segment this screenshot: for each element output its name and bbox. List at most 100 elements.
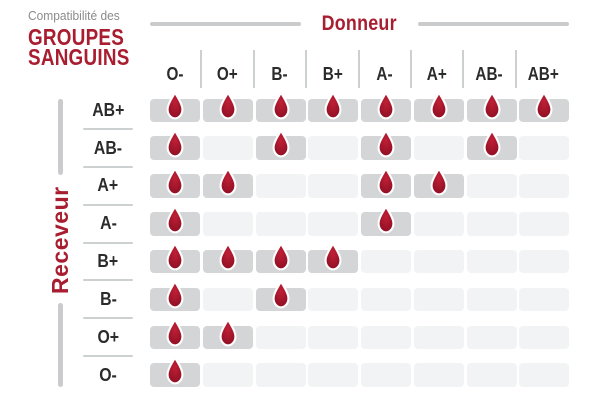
row-header-label: B- xyxy=(99,288,117,309)
matrix-cell-B+-from-A+ xyxy=(413,249,464,274)
matrix-cell-AB--from-B- xyxy=(255,129,306,160)
row-header-bneg: B- xyxy=(83,288,133,319)
matrix-cell-B--from-A+ xyxy=(413,287,464,312)
matrix-cell-O--from-AB- xyxy=(466,363,517,387)
blood-drop-icon xyxy=(324,242,342,271)
row-header-label: A+ xyxy=(97,175,119,196)
blood-drop-icon xyxy=(272,91,289,120)
matrix-cell-O--from-O+ xyxy=(202,363,253,387)
matrix-cell-AB+-from-B- xyxy=(255,91,306,122)
receiver-rule-bottom xyxy=(58,303,63,387)
row-header-oneg: O- xyxy=(83,363,133,387)
receiver-rule-top xyxy=(58,99,63,175)
receiver-row-labels: AB+ AB- A+ A- B+ B- O+ O- xyxy=(83,99,133,387)
matrix-cell-A+-from-AB+ xyxy=(519,174,570,198)
matrix-cell-O+-from-B+ xyxy=(308,325,359,350)
col-header-label: AB+ xyxy=(527,64,559,84)
blood-drop-icon xyxy=(166,91,184,120)
matrix-cell-AB+-from-AB- xyxy=(466,91,517,122)
col-header-label: B- xyxy=(271,64,289,84)
row-header-label: B+ xyxy=(97,251,119,272)
matrix-cell-B--from-B+ xyxy=(308,287,359,312)
blood-drop-icon xyxy=(166,318,184,347)
matrix-cell-B--from-A- xyxy=(361,287,411,312)
matrix-cell-A+-from-A- xyxy=(361,167,411,198)
donor-rule-left xyxy=(150,22,302,26)
matrix-cell-A--from-A- xyxy=(361,204,411,236)
col-header-abneg: AB- xyxy=(464,50,517,88)
matrix-cell-O+-from-O+ xyxy=(202,318,253,350)
chart-title-line1: GROUPES xyxy=(28,24,125,50)
matrix-cell-O--from-B+ xyxy=(308,363,359,387)
matrix-cell-A--from-AB- xyxy=(466,212,517,236)
row-header-bpos: B+ xyxy=(83,250,133,281)
matrix-cell-B--from-B- xyxy=(255,280,306,312)
matrix-cell-AB--from-A- xyxy=(361,129,411,160)
blood-drop-icon xyxy=(377,204,395,233)
matrix-cell-B+-from-B- xyxy=(255,242,306,274)
row-header-label: O+ xyxy=(97,326,119,347)
row-header-opos: O+ xyxy=(83,326,133,357)
row-header-label: O- xyxy=(99,364,117,385)
matrix-cell-O--from-O- xyxy=(150,356,200,387)
blood-drop-icon xyxy=(219,318,237,347)
matrix-cell-O+-from-B- xyxy=(255,325,306,350)
matrix-cell-A+-from-O+ xyxy=(202,167,253,198)
blood-drop-icon xyxy=(535,91,553,120)
blood-drop-icon xyxy=(324,91,342,120)
col-header-apos: A+ xyxy=(412,50,465,88)
matrix-cell-AB+-from-A+ xyxy=(413,91,464,122)
blood-drop-icon xyxy=(483,129,500,158)
receiver-axis-label: Receveur xyxy=(47,186,73,294)
matrix-cell-AB+-from-AB+ xyxy=(519,91,570,122)
matrix-cell-O+-from-AB- xyxy=(466,325,517,350)
matrix-cell-B--from-AB+ xyxy=(519,287,570,312)
row-header-label: AB- xyxy=(93,137,123,158)
blood-drop-icon xyxy=(166,280,184,309)
donor-column-headers: O- O+ B- B+ A- A+ AB- AB+ xyxy=(150,50,569,88)
matrix-cell-AB+-from-A- xyxy=(361,91,411,122)
blood-drop-icon xyxy=(166,242,184,271)
matrix-cell-AB+-from-O+ xyxy=(202,91,253,122)
donor-axis-header: Donneur xyxy=(150,12,569,35)
matrix-cell-O--from-B- xyxy=(255,363,306,387)
matrix-cell-B--from-O+ xyxy=(202,287,253,312)
blood-drop-icon xyxy=(219,242,237,271)
col-header-bneg: B- xyxy=(255,50,308,88)
col-header-aneg: A- xyxy=(360,50,412,88)
matrix-cell-O+-from-A+ xyxy=(413,325,464,350)
row-header-label: A- xyxy=(99,213,117,234)
matrix-cell-A--from-A+ xyxy=(413,212,464,236)
blood-drop-icon xyxy=(377,91,395,120)
blood-drop-icon xyxy=(377,129,395,158)
matrix-cell-B+-from-O- xyxy=(150,242,200,274)
chart-title-kicker: Compatibilité des xyxy=(28,8,120,23)
matrix-cell-A+-from-AB- xyxy=(466,174,517,198)
blood-drop-icon xyxy=(166,356,184,385)
blood-drop-icon xyxy=(483,91,500,120)
matrix-cell-AB+-from-O- xyxy=(150,91,200,122)
matrix-cell-A+-from-B- xyxy=(255,174,306,198)
matrix-cell-B--from-AB- xyxy=(466,287,517,312)
matrix-cell-AB--from-O+ xyxy=(202,136,253,160)
blood-drop-icon xyxy=(377,167,395,196)
col-header-label: O- xyxy=(166,64,184,84)
row-header-apos: A+ xyxy=(83,174,133,206)
col-header-label: O+ xyxy=(217,64,238,84)
blood-drop-icon xyxy=(272,129,289,158)
blood-drop-icon xyxy=(166,129,184,158)
col-header-label: A+ xyxy=(427,64,448,84)
donor-rule-right xyxy=(417,22,569,26)
matrix-cell-O--from-A+ xyxy=(413,363,464,387)
donor-axis-label: Donneur xyxy=(321,12,398,35)
matrix-cell-B+-from-B+ xyxy=(308,242,359,274)
chart-title-block: Compatibilité des GROUPES SANGUINS xyxy=(28,8,152,69)
col-header-opos: O+ xyxy=(202,50,255,88)
matrix-cell-O--from-AB+ xyxy=(519,363,570,387)
blood-drop-icon xyxy=(219,91,237,120)
matrix-cell-O--from-A- xyxy=(361,363,411,387)
matrix-cell-B+-from-A- xyxy=(361,249,411,274)
matrix-cell-B+-from-AB+ xyxy=(519,249,570,274)
matrix-cell-B--from-O- xyxy=(150,280,200,312)
